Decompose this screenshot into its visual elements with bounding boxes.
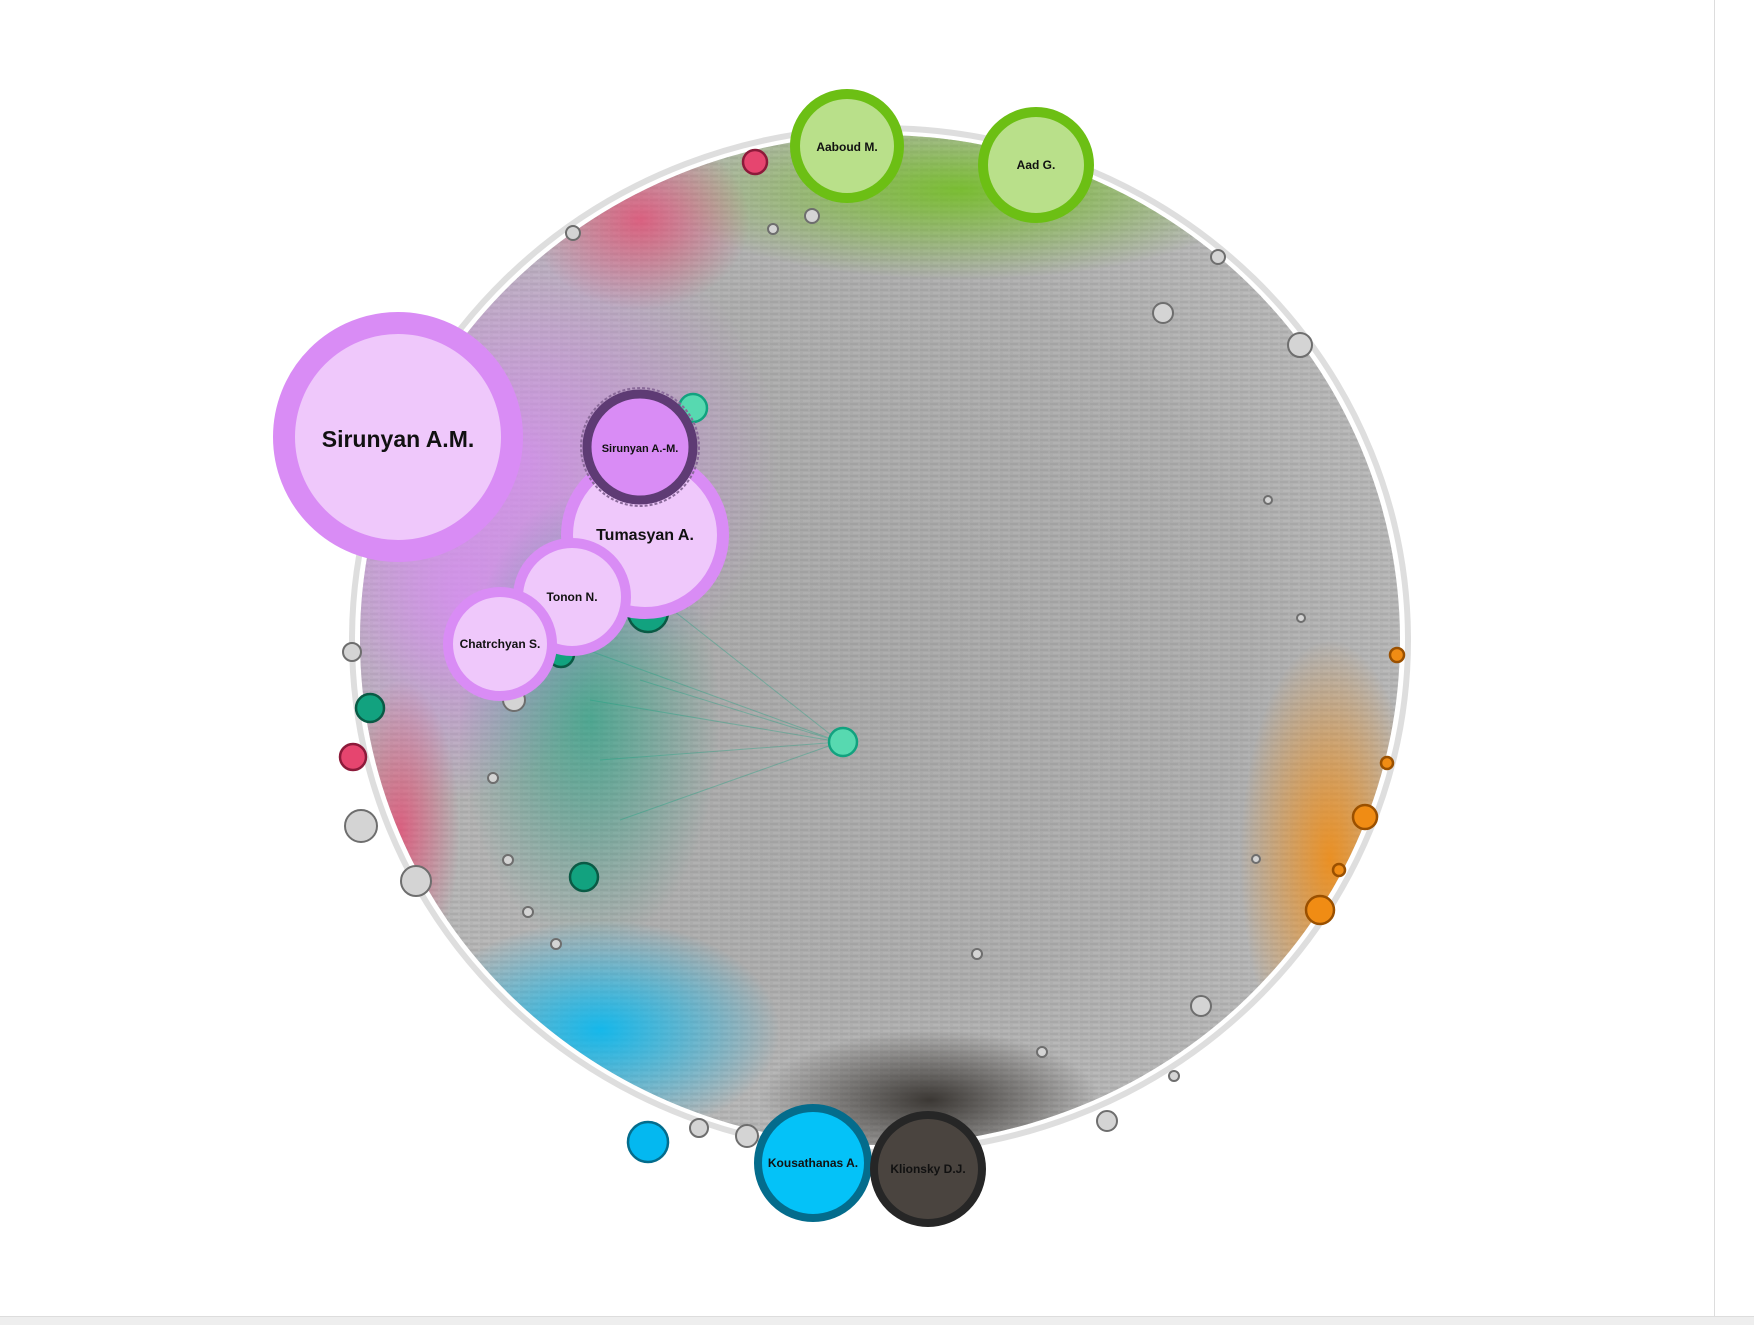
node-label: Klionsky D.J. [890, 1162, 965, 1176]
node-label: Chatrchyan S. [460, 637, 541, 651]
node-sirunyan-a-m[interactable]: Sirunyan A.-M. [580, 387, 700, 507]
node-label: Aad G. [1017, 158, 1056, 172]
node-aaboud[interactable]: Aaboud M. [790, 89, 904, 203]
node-klionsky[interactable]: Klionsky D.J. [870, 1111, 986, 1227]
node-label: Aaboud M. [816, 140, 877, 154]
page-border [1714, 0, 1715, 1316]
bottom-scroll-edge [0, 1316, 1754, 1325]
node-label: Tumasyan A. [596, 527, 694, 544]
node-aad[interactable]: Aad G. [978, 107, 1094, 223]
teal-fan-edges [559, 599, 841, 821]
node-label: Tonon N. [546, 590, 597, 604]
node-sirunyan-am[interactable]: Sirunyan A.M. [273, 312, 523, 562]
node-label: Sirunyan A.M. [322, 426, 475, 452]
node-label: Kousathanas A. [768, 1156, 858, 1170]
node-chatrchyan[interactable]: Chatrchyan S. [443, 587, 557, 701]
small-nodes [342, 208, 1313, 1148]
node-label: Sirunyan A.-M. [602, 443, 679, 455]
major-nodes: Aaboud M. Aad G. Sirunyan A.M. Tumasyan … [273, 89, 1094, 1227]
node-kousathanas[interactable]: Kousathanas A. [754, 1104, 872, 1222]
